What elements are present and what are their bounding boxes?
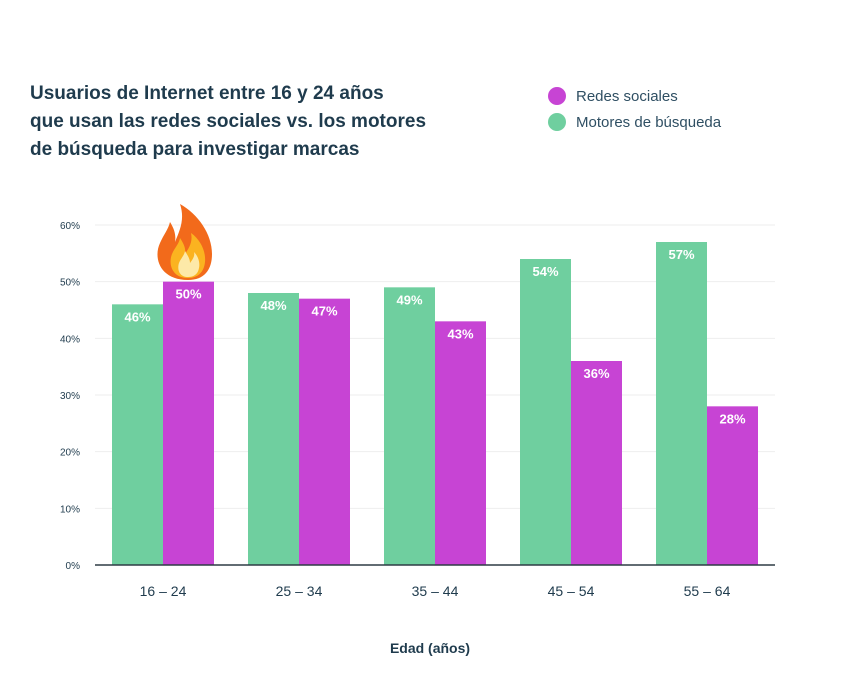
bar	[248, 293, 299, 565]
data-label: 47%	[311, 304, 337, 319]
legend-label-motores-de-busqueda: Motores de búsqueda	[576, 113, 722, 131]
chart-title: Usuarios de Internet entre 16 y 24 años …	[30, 80, 530, 164]
bar	[112, 304, 163, 565]
legend-item-redes-sociales: Redes sociales	[548, 83, 721, 109]
x-tick-label: 45 – 54	[548, 583, 595, 599]
bar	[435, 321, 486, 565]
fire-icon	[157, 204, 212, 280]
chart-title-line: de búsqueda para investigar marcas	[30, 139, 360, 160]
axes: 0% 10% 20% 30% 40% 50% 60% 16 – 24 25 – 34 35 – 4…	[60, 221, 775, 599]
data-label: 50%	[175, 287, 201, 302]
y-tick-label: 0%	[66, 561, 81, 572]
data-label: 54%	[532, 264, 558, 279]
legend-swatch-motores-de-busqueda	[548, 113, 566, 131]
data-label: 43%	[447, 326, 473, 341]
bar	[571, 361, 622, 565]
bar	[656, 242, 707, 565]
chart-title-line: que usan las redes sociales vs. los moto…	[30, 111, 427, 132]
legend-item-motores-de-busqueda: Motores de búsqueda	[548, 109, 721, 135]
x-tick-label: 16 – 24	[140, 583, 187, 599]
bar	[163, 281, 214, 565]
x-tick-label: 35 – 44	[412, 583, 459, 599]
data-label: 48%	[260, 298, 286, 313]
y-tick-label: 50%	[60, 278, 80, 289]
bars	[112, 242, 758, 565]
data-labels: 46% 50% 48% 47% 49% 43% 54% 36% 57% 28%	[124, 247, 745, 426]
bar	[520, 259, 571, 565]
bar	[384, 287, 435, 565]
bar	[707, 406, 758, 565]
y-tick-label: 40%	[60, 334, 80, 345]
x-tick-label: 25 – 34	[276, 583, 323, 599]
data-label: 49%	[396, 292, 422, 307]
x-axis-title: Edad (años)	[390, 640, 470, 656]
data-label: 36%	[583, 366, 609, 381]
y-tick-label: 60%	[60, 221, 80, 232]
chart-title-line: Usuarios de Internet entre 16 y 24 años	[30, 83, 384, 104]
legend-swatch-redes-sociales	[548, 87, 566, 105]
x-tick-label: 55 – 64	[684, 583, 731, 599]
y-tick-label: 20%	[60, 448, 80, 459]
data-label: 57%	[668, 247, 694, 262]
y-tick-label: 30%	[60, 391, 80, 402]
data-label: 28%	[719, 411, 745, 426]
fire-icon-core	[178, 251, 200, 277]
data-label: 46%	[124, 309, 150, 324]
legend-label-redes-sociales: Redes sociales	[576, 87, 678, 105]
bar	[299, 298, 350, 565]
legend: Redes sociales Motores de búsqueda	[548, 83, 721, 135]
y-tick-label: 10%	[60, 504, 80, 515]
